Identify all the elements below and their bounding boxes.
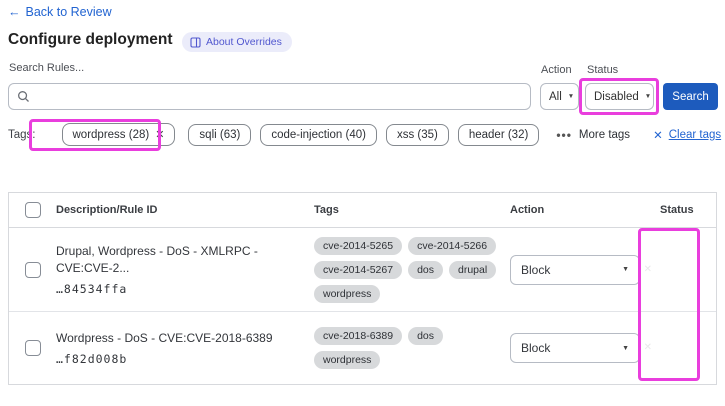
docs-icon [190, 36, 201, 48]
rule-tag: cve-2018-6389 [314, 327, 403, 345]
search-rules-label: Search Rules... [9, 62, 85, 74]
column-header-description: Description/Rule ID [56, 204, 158, 216]
rule-tag: cve-2014-5265 [314, 236, 403, 255]
search-box[interactable] [8, 83, 531, 110]
table-header-row: Description/Rule ID Tags Action Status [9, 193, 716, 228]
search-rules-input[interactable] [30, 84, 530, 109]
tags-bar: Tags: wordpress (28) ✕ sqli (63) code-in… [8, 123, 721, 146]
row-checkbox[interactable] [24, 261, 41, 278]
column-header-action: Action [510, 204, 545, 216]
rule-tag: dos [408, 327, 443, 345]
action-filter-select[interactable]: All ▼ [540, 83, 579, 110]
toggle-x-icon: ✕ [643, 263, 652, 275]
clear-tags-link[interactable]: ✕ Clear tags [653, 128, 721, 142]
tag-filter-header[interactable]: header (32) [457, 123, 540, 146]
clear-icon: ✕ [653, 129, 663, 142]
remove-tag-icon[interactable]: ✕ [155, 129, 165, 141]
back-to-review-link[interactable]: ← Back to Review [8, 5, 112, 19]
tag-filter-xss[interactable]: xss (35) [385, 123, 449, 146]
back-link-label: Back to Review [25, 5, 112, 19]
rule-tag: dos [408, 260, 443, 279]
action-filter-label: Action [541, 64, 572, 76]
status-filter-label: Status [587, 64, 619, 76]
chevron-down-icon: ▼ [644, 93, 652, 100]
about-overrides-badge[interactable]: About Overrides [182, 32, 292, 52]
table-row: Drupal, Wordpress - DoS - XMLRPC - CVE:C… [9, 228, 716, 312]
clear-tags-label: Clear tags [668, 128, 722, 141]
rule-tags: cve-2018-6389 dos wordpress [314, 327, 510, 369]
column-header-status: Status [660, 204, 694, 216]
chevron-down-icon: ▼ [622, 344, 629, 352]
action-select-value: Block [521, 341, 551, 355]
ellipsis-icon: ••• [556, 127, 572, 142]
search-icon [18, 91, 29, 102]
about-overrides-label: About Overrides [206, 36, 282, 48]
search-button[interactable]: Search [663, 83, 718, 110]
action-select[interactable]: Block ▼ [510, 333, 640, 363]
more-tags-button[interactable]: ••• More tags [556, 128, 630, 142]
rule-description: Wordpress - DoS - CVE:CVE-2018-6389 [56, 330, 273, 345]
rule-tags: cve-2014-5265 cve-2014-5266 cve-2014-5267 d… [314, 236, 510, 303]
tag-filter-wordpress[interactable]: wordpress (28) ✕ [61, 123, 176, 146]
rule-tag: drupal [449, 260, 497, 279]
chevron-down-icon: ▼ [567, 93, 575, 100]
toggle-x-icon: ✕ [643, 342, 652, 353]
rule-tag: cve-2014-5267 [314, 260, 403, 279]
toggle-knob [662, 271, 681, 291]
rule-tag: cve-2014-5266 [408, 236, 497, 255]
rule-tag: wordpress [314, 284, 381, 303]
tag-filter-code-injection[interactable]: code-injection (40) [260, 123, 377, 146]
status-filter-value: Disabled [594, 90, 639, 103]
action-filter-value: All [549, 90, 562, 103]
status-filter-select[interactable]: Disabled ▼ [585, 83, 654, 110]
rule-description: Drupal, Wordpress - DoS - XMLRPC - CVE:C… [56, 243, 258, 275]
select-all-checkbox[interactable] [24, 202, 41, 218]
rule-id: …f82d008b [56, 352, 128, 367]
row-checkbox[interactable] [24, 340, 41, 356]
more-tags-label: More tags [578, 128, 631, 141]
table-row: Wordpress - DoS - CVE:CVE-2018-6389 …f82… [9, 312, 716, 384]
tag-filter-wordpress-label: wordpress (28) [72, 128, 150, 141]
chevron-down-icon: ▼ [622, 266, 629, 273]
rule-tag: wordpress [314, 351, 381, 369]
toggle-knob [662, 350, 681, 369]
rule-id: …84534ffa [56, 282, 128, 297]
back-arrow-icon: ← [8, 5, 21, 19]
action-select-value: Block [521, 262, 551, 277]
column-header-tags: Tags [314, 204, 339, 216]
page-title: Configure deployment [8, 31, 173, 48]
action-select[interactable]: Block ▼ [510, 254, 640, 285]
tag-filter-sqli[interactable]: sqli (63) [188, 123, 252, 146]
rules-table: Description/Rule ID Tags Action Status D… [8, 192, 717, 385]
tags-label: Tags: [8, 128, 36, 141]
